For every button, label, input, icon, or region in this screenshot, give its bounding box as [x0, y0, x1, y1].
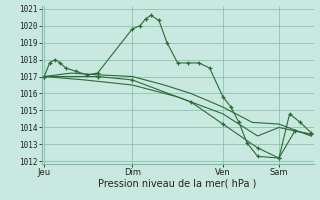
X-axis label: Pression niveau de la mer( hPa ): Pression niveau de la mer( hPa ) [99, 179, 257, 189]
